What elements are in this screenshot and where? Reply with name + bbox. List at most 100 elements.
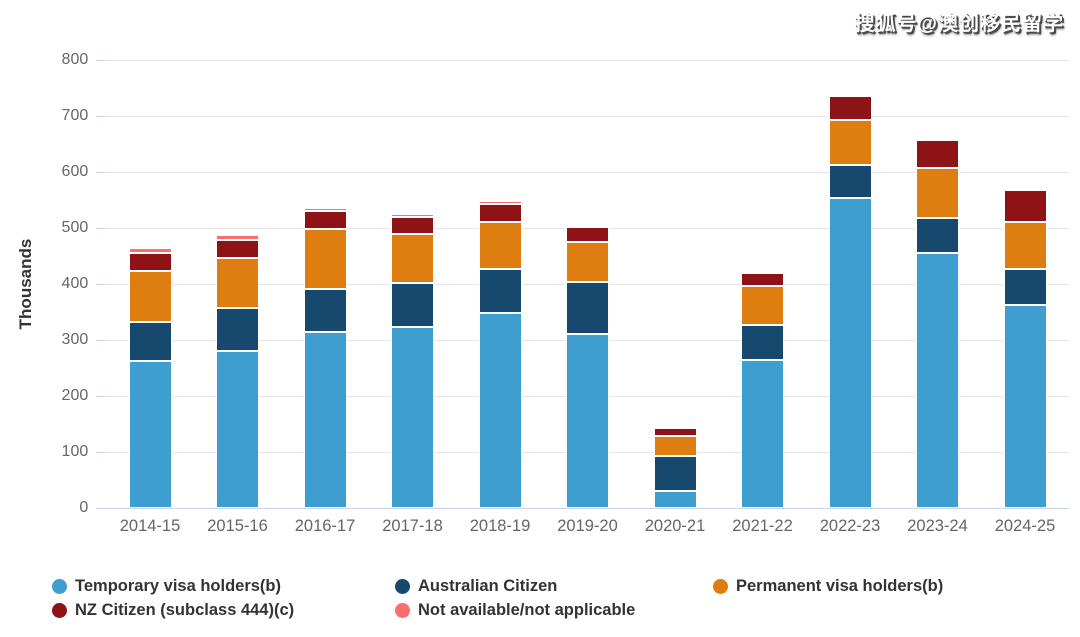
bar-segment[interactable] (741, 285, 784, 325)
legend-item[interactable]: Temporary visa holders(b) (52, 575, 281, 597)
bar-segment[interactable] (391, 283, 434, 328)
bar-segment[interactable] (566, 226, 609, 242)
bar-segment[interactable] (828, 164, 872, 198)
bar-segment[interactable] (216, 350, 259, 508)
bar-segment[interactable] (391, 327, 434, 508)
x-tick-label: 2023-24 (907, 517, 968, 535)
x-tick-label: 2014-15 (119, 517, 181, 535)
bar-segment[interactable] (828, 197, 872, 508)
bar-segment[interactable] (653, 491, 697, 508)
bar-segment[interactable] (303, 229, 347, 290)
bar-segment[interactable] (391, 234, 434, 284)
bar-segment[interactable] (303, 211, 347, 230)
y-axis-tick (96, 228, 107, 229)
legend-marker-icon (52, 602, 67, 618)
legend: Temporary visa holders(b) Australian Citi… (0, 0, 1080, 619)
bar-segment[interactable] (303, 207, 347, 212)
legend-marker-icon (52, 578, 67, 594)
y-tick-label: 700 (61, 107, 89, 124)
bar-segment[interactable] (216, 308, 259, 351)
bar-segment[interactable] (128, 322, 172, 362)
legend-marker-icon (713, 578, 728, 594)
bar-segment[interactable] (916, 167, 959, 218)
y-axis-tick (96, 452, 107, 453)
legend-marker-icon (395, 602, 410, 618)
y-gridline (106, 172, 1069, 173)
bar-segment[interactable] (1003, 190, 1047, 222)
y-axis-tick (96, 116, 107, 117)
y-gridline (106, 60, 1069, 61)
bar-segment[interactable] (216, 235, 259, 240)
bar-segment[interactable] (478, 268, 522, 314)
y-axis-tick (96, 60, 107, 61)
bar-segment[interactable] (478, 201, 522, 204)
bar-segment[interactable] (916, 217, 959, 253)
y-tick-label: 0 (79, 499, 89, 516)
legend-item-label: Australian Citizen (418, 577, 558, 595)
x-tick-label: 2022-23 (819, 517, 881, 535)
bar-segment[interactable] (303, 289, 347, 333)
bar-segment[interactable] (1003, 221, 1047, 269)
bar-segment[interactable] (828, 119, 872, 165)
bar-segment[interactable] (478, 203, 522, 222)
x-tick-label: 2019-20 (557, 517, 618, 535)
bar-segment[interactable] (741, 272, 784, 286)
legend-item[interactable]: Permanent visa holders(b) (713, 575, 943, 597)
y-axis-tick (96, 396, 107, 397)
bar-segment[interactable] (128, 253, 172, 271)
y-axis-tick (96, 508, 107, 509)
bar-segment[interactable] (1003, 268, 1047, 306)
y-tick-label: 300 (61, 331, 89, 348)
y-tick-label: 100 (61, 443, 89, 460)
y-axis-tick (96, 340, 107, 341)
bar-segment[interactable] (741, 324, 784, 361)
y-tick-label: 600 (61, 163, 89, 180)
bar-segment[interactable] (128, 361, 172, 508)
bar-segment[interactable] (653, 436, 697, 456)
bar-segment[interactable] (128, 270, 172, 323)
bar-segment[interactable] (478, 313, 522, 508)
bar-segment[interactable] (391, 216, 434, 235)
legend-item[interactable]: NZ Citizen (subclass 444)(c) (52, 599, 294, 621)
y-axis-tick (96, 284, 107, 285)
bar-segment[interactable] (216, 257, 259, 309)
x-tick-label: 2024-25 (994, 517, 1056, 535)
x-axis-line (106, 508, 1069, 509)
bar-segment[interactable] (566, 281, 609, 334)
bar-segment[interactable] (128, 248, 172, 254)
legend-item-label: Temporary visa holders(b) (75, 577, 282, 595)
legend-item[interactable]: Not available/not applicable (395, 599, 635, 621)
legend-item-label: Permanent visa holders(b) (736, 577, 944, 595)
y-axis-tick (96, 172, 107, 173)
y-tick-label: 400 (61, 275, 89, 292)
bar-segment[interactable] (566, 333, 609, 508)
legend-marker-icon (395, 578, 410, 594)
x-tick-label: 2015-16 (207, 517, 268, 535)
y-tick-label: 200 (61, 387, 89, 404)
legend-item-label: NZ Citizen (subclass 444)(c) (75, 601, 295, 619)
x-tick-label: 2017-18 (382, 517, 443, 535)
bar-segment[interactable] (391, 214, 434, 217)
bar-segment[interactable] (653, 427, 697, 437)
bar-segment[interactable] (478, 221, 522, 269)
watermark-text: 搜狐号@澳创移民留学 (854, 13, 1064, 35)
y-tick-label: 500 (61, 219, 89, 236)
x-tick-label: 2018-19 (469, 517, 531, 535)
y-tick-label: 800 (61, 51, 89, 68)
bar-segment[interactable] (303, 332, 347, 508)
legend-item[interactable]: Australian Citizen (395, 575, 557, 597)
bar-segment[interactable] (916, 140, 959, 168)
bar-segment[interactable] (216, 239, 259, 258)
bar-segment[interactable] (916, 252, 959, 508)
bar-segment[interactable] (828, 96, 872, 120)
x-tick-label: 2020-21 (644, 517, 706, 535)
y-gridline (106, 116, 1069, 117)
x-tick-label: 2021-22 (732, 517, 793, 535)
bar-segment[interactable] (741, 360, 784, 508)
bar-segment[interactable] (566, 242, 609, 282)
bar-segment[interactable] (566, 224, 609, 227)
bar-segment[interactable] (653, 455, 697, 492)
bar-segment[interactable] (1003, 305, 1047, 508)
legend-item-label: Not available/not applicable (418, 601, 636, 619)
